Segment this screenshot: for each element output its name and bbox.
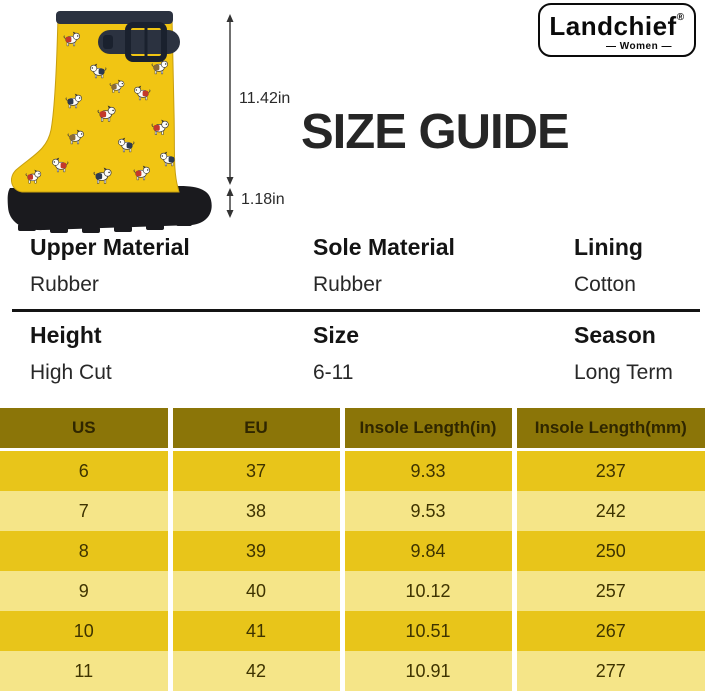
spec-label: Season — [574, 322, 656, 348]
spec-season: Season Long Term — [574, 322, 705, 385]
cell-insole-mm: 257 — [511, 571, 705, 611]
registered-mark-icon: ® — [676, 12, 685, 23]
spec-label: Upper Material — [30, 234, 190, 260]
spec-upper-material: Upper Material Rubber — [30, 234, 313, 297]
boot-image: 11.42in 1.18in — [7, 11, 290, 233]
cell-us: 10 — [73, 620, 94, 641]
spec-value: 6-11 — [313, 361, 354, 384]
shaft-height-arrow — [226, 14, 234, 185]
spec-label: Size — [313, 322, 360, 348]
brand-logo: Landchief® — Women — — [538, 3, 696, 57]
table-row: 11 42 10.91 277 — [0, 651, 705, 691]
spec-value: High Cut — [30, 361, 112, 384]
spec-row-materials: Upper Material Rubber Sole Material Rubb… — [0, 234, 705, 297]
cell-eu: 37 — [167, 449, 342, 491]
spec-lining: Lining Cotton — [574, 234, 705, 297]
boot-sole — [7, 186, 212, 233]
cell-us: 8 — [78, 540, 89, 561]
cell-insole-in: 10.12 — [339, 571, 514, 611]
cell-insole-in: 9.53 — [339, 491, 514, 531]
table-row: 6 37 9.33 237 — [0, 449, 705, 491]
spec-value: Rubber — [313, 273, 382, 296]
spec-value: Long Term — [574, 361, 673, 384]
cell-us: 6 — [78, 460, 89, 481]
cell-eu: 39 — [167, 531, 342, 571]
table-row: 8 39 9.84 250 — [0, 531, 705, 571]
brand-name: Landchief® — [549, 11, 685, 41]
spec-height: Height High Cut — [30, 322, 313, 385]
spec-value: Rubber — [30, 273, 99, 296]
cell-eu: 41 — [167, 611, 342, 651]
cell-eu: 38 — [167, 491, 342, 531]
cell-insole-in: 9.84 — [339, 531, 514, 571]
boot-buckle — [56, 11, 180, 62]
spec-sole-material: Sole Material Rubber — [313, 234, 574, 297]
spec-label: Sole Material — [313, 234, 455, 260]
cell-us: 7 — [78, 500, 89, 521]
sole-height-label: 1.18in — [241, 191, 285, 208]
col-header-insole-in: Insole Length(in) — [339, 408, 514, 451]
sole-height-arrow — [226, 188, 234, 218]
table-row: 9 40 10.12 257 — [0, 571, 705, 611]
brand-subtitle: — Women — — [606, 41, 672, 52]
spec-label: Lining — [574, 234, 643, 260]
shaft-height-label: 11.42in — [239, 90, 290, 107]
spec-row-fit: Height High Cut Size 6-11 Season Long Te… — [0, 322, 705, 385]
section-divider — [12, 309, 700, 312]
col-header-insole-mm: Insole Length(mm) — [511, 408, 705, 451]
table-row: 10 41 10.51 267 — [0, 611, 705, 651]
size-chart-table: US EU Insole Length(in) Insole Length(mm… — [0, 408, 705, 691]
cell-eu: 40 — [167, 571, 342, 611]
cell-insole-mm: 237 — [511, 449, 705, 491]
cell-eu: 42 — [167, 651, 342, 691]
cell-insole-mm: 277 — [511, 651, 705, 691]
col-header-us: US — [0, 408, 170, 451]
page-title: SIZE GUIDE — [301, 105, 570, 159]
cell-insole-in: 10.51 — [339, 611, 514, 651]
cell-insole-mm: 242 — [511, 491, 705, 531]
spec-value: Cotton — [574, 273, 636, 296]
cell-insole-mm: 267 — [511, 611, 705, 651]
cell-insole-mm: 250 — [511, 531, 705, 571]
spec-size: Size 6-11 — [313, 322, 574, 385]
cell-us: 9 — [78, 580, 89, 601]
col-header-eu: EU — [167, 408, 342, 451]
table-header-row: US EU Insole Length(in) Insole Length(mm… — [0, 408, 705, 451]
cell-insole-in: 9.33 — [339, 449, 514, 491]
table-row: 7 38 9.53 242 — [0, 491, 705, 531]
cell-us: 11 — [74, 660, 94, 681]
cell-insole-in: 10.91 — [339, 651, 514, 691]
spec-label: Height — [30, 322, 102, 348]
